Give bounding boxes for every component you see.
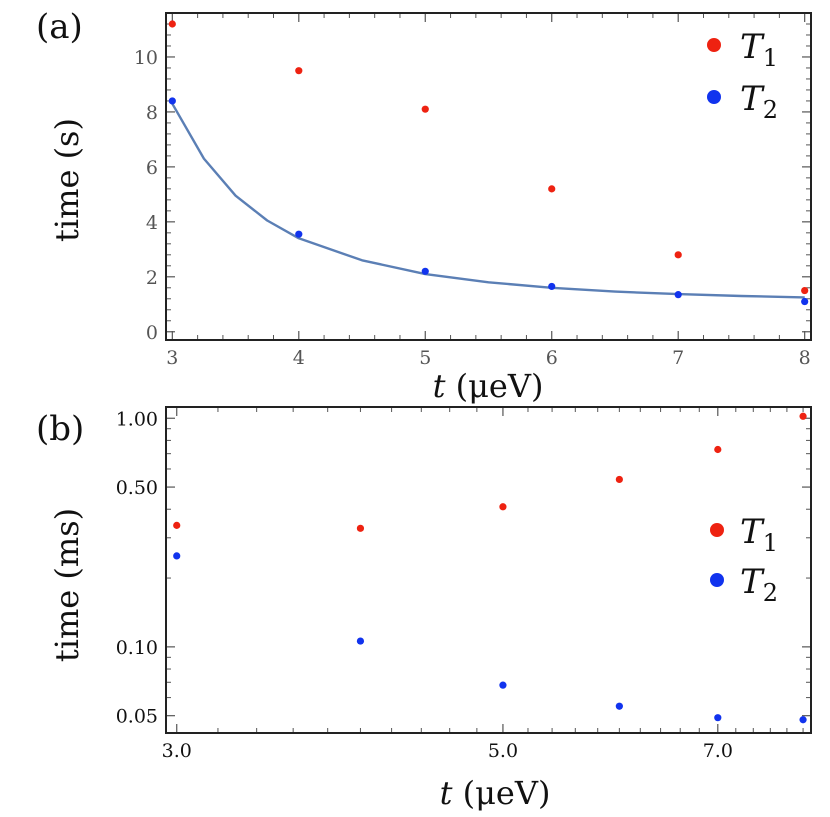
panel-a-points [168, 20, 809, 306]
data-point-t1 [295, 67, 303, 75]
legend-a-t2-label: T2 [740, 79, 778, 124]
data-point-t2 [801, 297, 809, 306]
data-point-t1 [615, 475, 623, 484]
y-tick-label: 0.10 [116, 637, 158, 659]
panel-b-x-unit: (μeV) [452, 774, 550, 812]
x-tick-label: 3 [166, 347, 178, 369]
data-point-t1 [356, 524, 365, 532]
panel-a-legend: T1 T2 [707, 27, 778, 124]
data-point-t1 [714, 445, 722, 454]
data-point-t2 [295, 230, 303, 238]
panel-b-label: (b) [36, 409, 84, 449]
panel-b-y-tick-labels: 0.05 0.10 0.50 1.00 [116, 408, 158, 727]
y-tick-label: 6 [146, 157, 158, 179]
data-point-t1 [674, 251, 682, 259]
data-point-t2 [173, 552, 181, 560]
data-point-t1 [801, 286, 809, 295]
panel-a-x-var: t [433, 367, 446, 405]
y-tick-label: 10 [134, 47, 158, 69]
panel-b-y-axis-label: time (ms) [48, 508, 86, 662]
data-point-t1 [799, 412, 807, 420]
y-tick-label: 4 [146, 212, 158, 234]
legend-a-t1-label: T1 [740, 27, 778, 72]
y-tick-label: 2 [146, 267, 158, 289]
panel-b-x-var: t [440, 774, 453, 812]
data-point-t2 [499, 681, 507, 689]
data-point-t2 [548, 282, 556, 291]
panel-b-x-tick-labels: 3.0 5.0 7.0 [162, 740, 733, 762]
panel-a-ticks [166, 13, 811, 340]
x-tick-label: 7.0 [703, 740, 733, 762]
data-point-t2 [674, 291, 682, 299]
legend-b-t1-marker [710, 523, 724, 537]
data-point-t1 [168, 20, 176, 28]
panel-a-y-axis-label: time (s) [48, 118, 86, 242]
legend-b-t1-label: T1 [740, 512, 778, 557]
y-tick-label: 0 [146, 322, 158, 344]
legend-a-t1-marker [707, 38, 721, 52]
data-point-t1 [499, 503, 507, 511]
panel-a-y-tick-labels: 0 2 4 6 8 10 [134, 47, 158, 344]
data-point-t1 [173, 521, 181, 529]
panel-b-ticks [166, 407, 811, 733]
panel-b-frame [165, 406, 812, 734]
data-point-t2 [714, 714, 722, 722]
y-tick-label: 8 [146, 102, 158, 124]
panel-a-label: (a) [36, 7, 83, 47]
y-tick-label: 0.50 [116, 477, 158, 499]
x-tick-label: 5 [419, 347, 431, 369]
x-tick-label: 6 [546, 347, 558, 369]
legend-a-t2-marker [707, 90, 721, 104]
x-tick-label: 7 [672, 347, 684, 369]
data-point-t2 [421, 267, 429, 275]
panel-a-x-unit: (μeV) [445, 367, 543, 405]
y-tick-label: 0.05 [116, 706, 158, 728]
panel-a-fit [171, 103, 805, 299]
panel-a-x-tick-labels: 3 4 5 6 7 8 [166, 347, 810, 369]
panel-b-x-axis-label: t (μeV) [440, 774, 551, 812]
data-point-t2 [356, 637, 365, 645]
panel-b-points [173, 412, 807, 724]
fit-curve [171, 103, 805, 299]
panel-a-x-axis-label: t (μeV) [433, 367, 544, 405]
data-point-t2 [615, 702, 623, 710]
x-tick-label: 5.0 [488, 740, 518, 762]
data-point-t2 [168, 97, 176, 105]
panel-b-legend: T1 T2 [710, 512, 778, 607]
legend-b-t2-marker [710, 573, 724, 587]
legend-b-t2-label: T2 [740, 562, 778, 607]
data-point-t1 [548, 185, 556, 193]
y-tick-label: 1.00 [116, 408, 158, 430]
data-point-t2 [799, 716, 807, 724]
panel-b: (b) 3.0 5.0 7.0 0.05 0.10 0.50 1.00 t (μeV) t… [36, 406, 812, 812]
panel-a-frame [165, 12, 812, 341]
x-tick-label: 8 [799, 347, 811, 369]
x-tick-label: 3.0 [162, 740, 192, 762]
data-point-t1 [421, 105, 429, 113]
panel-a: (a) 3 4 5 6 7 8 0 2 4 6 8 10 t (μeV) time (s) T1 T… [36, 7, 812, 405]
x-tick-label: 4 [293, 347, 305, 369]
